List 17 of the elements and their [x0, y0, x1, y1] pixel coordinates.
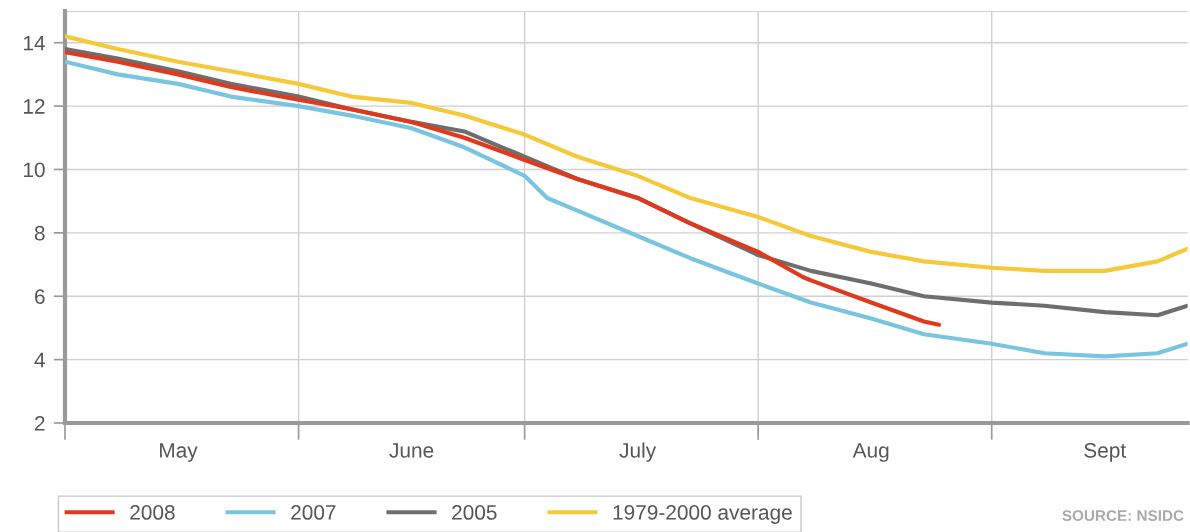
- legend-label: 2005: [452, 505, 497, 520]
- y-tick-label: 8: [34, 225, 45, 241]
- legend-label: 1979-2000 average: [613, 505, 792, 524]
- x-tick-label: Sept: [1084, 442, 1127, 462]
- y-tick-label: 10: [23, 162, 45, 178]
- y-tick-label: 14: [23, 35, 45, 51]
- y-tick-label: 12: [23, 99, 45, 114]
- y-tick-label: 2: [35, 416, 45, 431]
- x-tick-label: June: [389, 443, 434, 458]
- x-tick-label: July: [619, 442, 657, 462]
- legend-label: 2007: [291, 505, 336, 520]
- x-tick-label: Aug: [852, 443, 889, 462]
- legend-label: 2008: [130, 505, 175, 520]
- x-tick-label: May: [160, 443, 198, 462]
- y-tick-label: 6: [35, 289, 45, 304]
- y-tick-label: 4: [34, 352, 45, 368]
- source-note: SOURCE: NSIDC: [1062, 510, 1184, 521]
